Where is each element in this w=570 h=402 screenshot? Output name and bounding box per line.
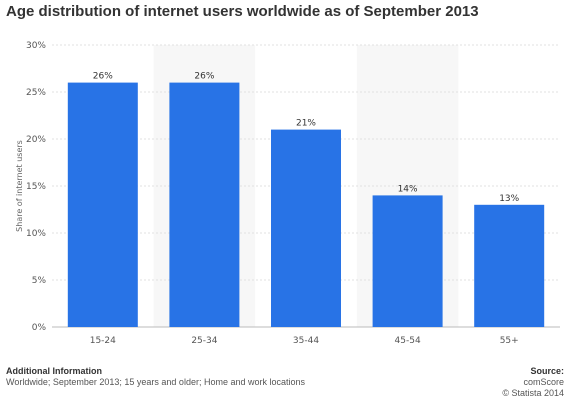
bar <box>67 82 138 327</box>
y-tick-label: 30% <box>26 41 46 51</box>
x-tick-label: 35-44 <box>293 336 319 346</box>
data-labels: 26% 26% 21% 14% 13% <box>93 72 520 204</box>
additional-information-text: Worldwide; September 2013; 15 years and … <box>6 377 305 387</box>
data-label: 26% <box>194 72 214 82</box>
additional-information-title: Additional Information <box>6 366 102 376</box>
bars <box>67 82 545 327</box>
x-tick-label: 55+ <box>500 336 519 346</box>
y-tick-label: 10% <box>26 229 46 239</box>
bar <box>474 204 545 327</box>
y-axis-ticks: 0% 5% 10% 15% 20% 25% 30% <box>26 41 46 333</box>
source-info: Source: comScore © Statista 2014 <box>364 366 564 399</box>
bar <box>169 82 240 327</box>
y-tick-label: 5% <box>32 276 47 286</box>
y-tick-label: 20% <box>26 135 46 145</box>
data-label: 26% <box>93 72 113 82</box>
copyright: © Statista 2014 <box>502 388 564 398</box>
chart-title: Age distribution of internet users world… <box>6 3 479 20</box>
x-tick-label: 25-34 <box>191 336 217 346</box>
source-name: comScore <box>523 377 564 387</box>
y-axis-label: Share of internet users <box>15 140 24 232</box>
y-tick-label: 25% <box>26 88 46 98</box>
x-tick-label: 15-24 <box>90 336 116 346</box>
additional-information: Additional Information Worldwide; Septem… <box>6 366 306 388</box>
data-label: 13% <box>499 194 519 204</box>
data-label: 14% <box>398 184 418 194</box>
source-title: Source: <box>530 366 564 376</box>
data-label: 21% <box>296 119 316 129</box>
y-tick-label: 15% <box>26 182 46 192</box>
bar <box>271 129 341 327</box>
y-tick-label: 0% <box>32 323 47 333</box>
bar <box>372 195 443 327</box>
x-axis-ticks: 15-24 25-34 35-44 45-54 55+ <box>90 336 519 346</box>
x-tick-label: 45-54 <box>395 336 421 346</box>
